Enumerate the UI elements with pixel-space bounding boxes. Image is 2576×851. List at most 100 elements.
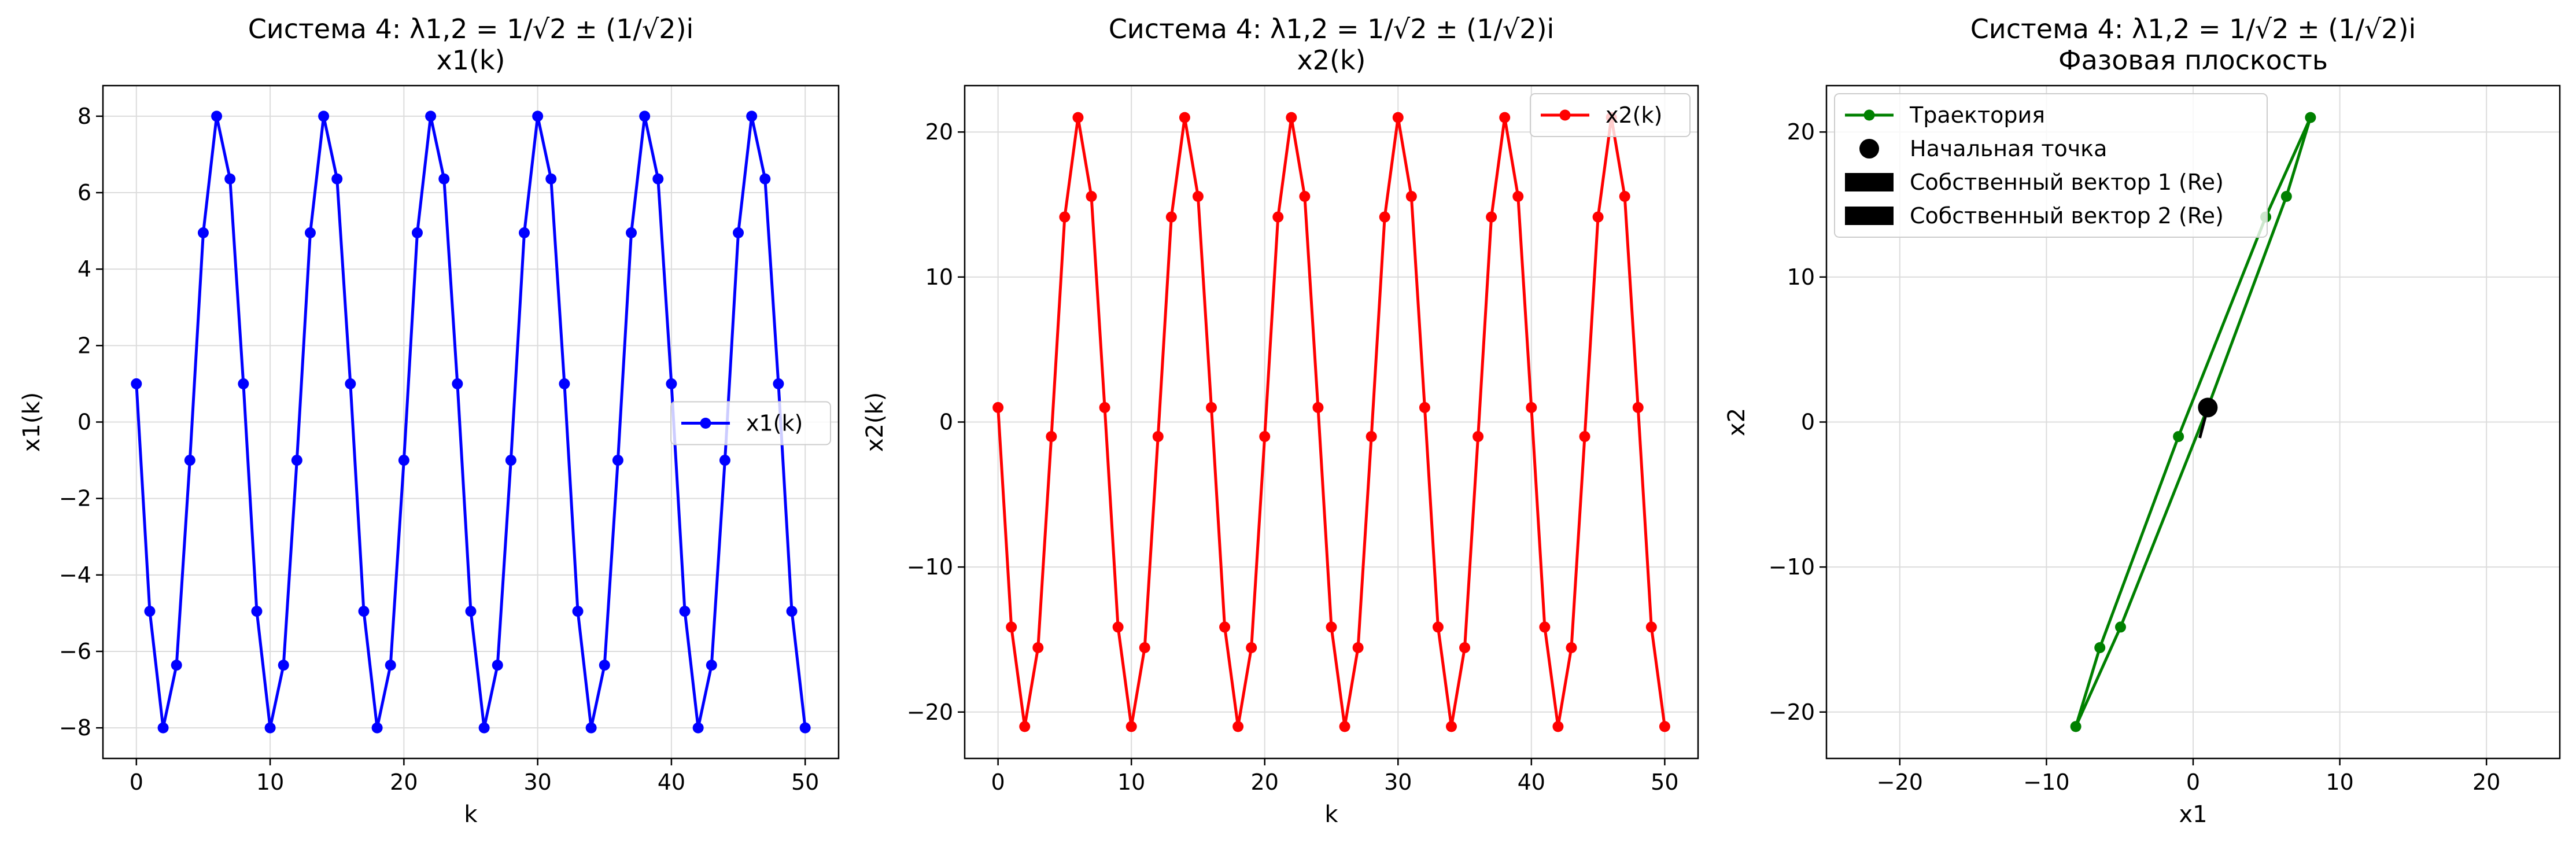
x-axis-label: x1 bbox=[2179, 801, 2207, 828]
data-point bbox=[1299, 190, 1311, 202]
data-point bbox=[1165, 211, 1177, 223]
data-point bbox=[398, 455, 409, 466]
axes-frame bbox=[964, 84, 1699, 760]
y-tick-label: 2 bbox=[77, 333, 91, 358]
axes-frame bbox=[102, 84, 840, 760]
data-point bbox=[1352, 642, 1364, 654]
x-tick-label: 40 bbox=[658, 769, 685, 795]
y-tick-label: −10 bbox=[1769, 554, 1815, 580]
chart-subtitle: x2(k) bbox=[1297, 45, 1365, 76]
x-tick-label: 10 bbox=[2326, 769, 2353, 795]
y-axis-label: x2 bbox=[1724, 408, 1750, 436]
legend-marker-swatch bbox=[700, 418, 711, 429]
legend-marker-swatch bbox=[1859, 139, 1879, 159]
x-tick-label: −10 bbox=[2023, 769, 2069, 795]
x-tick-label: 20 bbox=[390, 769, 418, 795]
data-point bbox=[157, 722, 169, 734]
axes-frame bbox=[1825, 84, 2561, 760]
data-point bbox=[385, 660, 396, 671]
x-tick-label: 20 bbox=[1251, 769, 1279, 795]
chart-title: Система 4: λ1,2 = 1/√2 ± (1/√2)i bbox=[1109, 13, 1555, 45]
data-point bbox=[2070, 721, 2082, 732]
data-point bbox=[519, 227, 530, 238]
x-tick-label: 30 bbox=[1384, 769, 1412, 795]
y-tick-label: 4 bbox=[77, 256, 91, 282]
data-point bbox=[1272, 211, 1284, 223]
data-point bbox=[1432, 621, 1444, 633]
x-tick-label: 30 bbox=[523, 769, 551, 795]
data-point bbox=[345, 378, 356, 389]
data-point bbox=[2280, 190, 2292, 202]
y-tick-label: 20 bbox=[1787, 119, 1815, 145]
data-point bbox=[1499, 112, 1511, 123]
legend-box bbox=[1834, 93, 2268, 238]
data-point bbox=[1139, 642, 1150, 654]
data-point bbox=[1405, 190, 1417, 202]
data-point bbox=[1592, 211, 1604, 223]
chart-panel-2: Система 4: λ1,2 = 1/√2 ± (1/√2)ix2(k)0 10… bbox=[862, 13, 1699, 828]
data-point bbox=[2305, 112, 2316, 123]
x-tick-label: 0 bbox=[991, 769, 1005, 795]
data-point bbox=[452, 378, 463, 389]
legend-box bbox=[1530, 93, 1691, 137]
data-point bbox=[1339, 721, 1350, 732]
x-tick-label: 50 bbox=[791, 769, 819, 795]
data-point bbox=[492, 660, 503, 671]
legend-label: Начальная точка bbox=[1910, 136, 2107, 161]
data-point bbox=[559, 378, 570, 389]
data-point bbox=[1032, 642, 1044, 654]
y-tick-label: −6 bbox=[59, 639, 91, 664]
eigenvector-arrow bbox=[2198, 407, 2209, 439]
x-tick-label: 10 bbox=[256, 769, 284, 795]
data-point bbox=[264, 722, 276, 734]
x-tick-label: 40 bbox=[1518, 769, 1545, 795]
y-axis-label: x2(k) bbox=[862, 392, 888, 452]
legend-label: x1(k) bbox=[746, 411, 803, 436]
data-point bbox=[278, 660, 289, 671]
plot-data bbox=[2070, 112, 2316, 732]
y-tick-label: 0 bbox=[1801, 410, 1815, 435]
data-point bbox=[1539, 621, 1551, 633]
data-point bbox=[1445, 721, 1457, 732]
data-point bbox=[1379, 211, 1390, 223]
data-point bbox=[612, 455, 623, 466]
data-point bbox=[692, 722, 704, 734]
y-tick-label: 10 bbox=[925, 264, 953, 290]
legend-label: Собственный вектор 1 (Re) bbox=[1910, 170, 2224, 195]
data-point bbox=[1206, 401, 1217, 413]
data-point bbox=[666, 378, 677, 389]
y-tick-label: 8 bbox=[77, 104, 91, 129]
data-point bbox=[251, 606, 263, 617]
data-point bbox=[992, 401, 1004, 413]
data-point bbox=[211, 110, 223, 122]
data-point bbox=[679, 606, 691, 617]
data-point bbox=[1019, 721, 1031, 732]
y-tick-label: 0 bbox=[939, 410, 953, 435]
data-point bbox=[425, 110, 437, 122]
y-tick-label: −4 bbox=[59, 562, 91, 588]
data-point bbox=[532, 110, 544, 122]
data-point bbox=[1099, 401, 1110, 413]
data-point bbox=[706, 660, 717, 671]
y-tick-label: −10 bbox=[907, 554, 953, 580]
data-point bbox=[131, 378, 142, 389]
data-point bbox=[1179, 112, 1190, 123]
data-point bbox=[465, 606, 477, 617]
data-point bbox=[773, 378, 784, 389]
data-point bbox=[371, 722, 383, 734]
data-point bbox=[585, 722, 597, 734]
data-point bbox=[1632, 401, 1644, 413]
data-point bbox=[2114, 621, 2126, 633]
x-tick-label: 0 bbox=[2186, 769, 2200, 795]
data-point bbox=[1552, 721, 1564, 732]
legend-marker-swatch bbox=[1863, 109, 1875, 121]
legend: x2(k) bbox=[1530, 93, 1691, 137]
data-point bbox=[1486, 211, 1497, 223]
data-point bbox=[652, 173, 664, 185]
data-point bbox=[1259, 431, 1271, 443]
chart-subtitle: x1(k) bbox=[436, 45, 505, 76]
data-point bbox=[291, 455, 302, 466]
data-point bbox=[505, 455, 516, 466]
data-point bbox=[1326, 621, 1337, 633]
chart-panel-1: Система 4: λ1,2 = 1/√2 ± (1/√2)ix1(k)0 10… bbox=[19, 13, 840, 828]
